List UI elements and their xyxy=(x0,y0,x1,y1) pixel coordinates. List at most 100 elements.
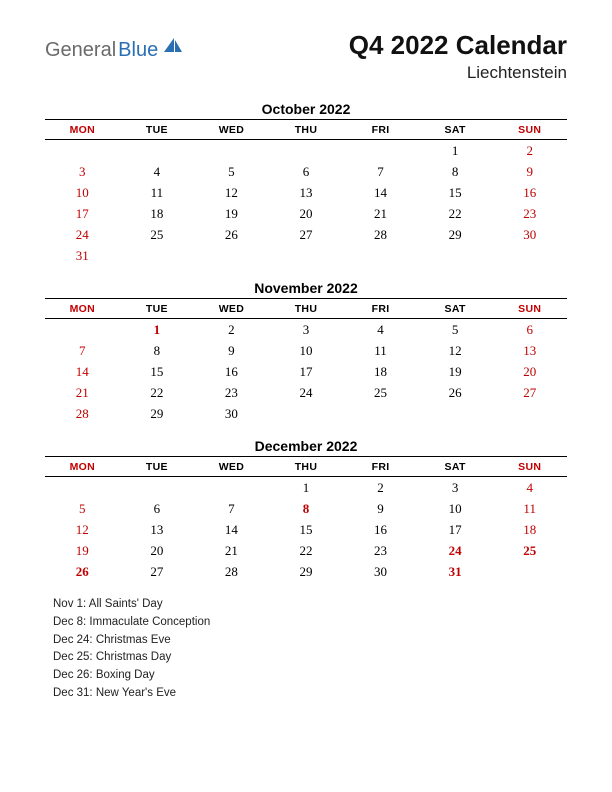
calendar-cell: 19 xyxy=(45,540,120,561)
calendar-cell: 22 xyxy=(418,203,493,224)
calendar-cell: 29 xyxy=(120,403,195,424)
calendar-cell: 8 xyxy=(120,340,195,361)
calendar-row: 12 xyxy=(45,140,567,162)
day-header: TUE xyxy=(120,120,195,140)
calendar-cell: 23 xyxy=(492,203,567,224)
calendar-row: 78910111213 xyxy=(45,340,567,361)
calendar-cell xyxy=(492,403,567,424)
logo-text-general: General xyxy=(45,39,116,62)
calendar-cell: 17 xyxy=(45,203,120,224)
calendar-cell: 13 xyxy=(492,340,567,361)
calendar-row: 21222324252627 xyxy=(45,382,567,403)
calendar-cell: 23 xyxy=(343,540,418,561)
holiday-item: Dec 8: Immaculate Conception xyxy=(53,614,567,632)
calendar-cell: 29 xyxy=(269,561,344,582)
calendar-cell: 6 xyxy=(269,161,344,182)
calendar-row: 262728293031 xyxy=(45,561,567,582)
day-header: MON xyxy=(45,120,120,140)
calendar-cell: 25 xyxy=(343,382,418,403)
header: General Blue Q4 2022 Calendar Liechtenst… xyxy=(45,30,567,83)
calendar-cell: 6 xyxy=(120,498,195,519)
day-header: WED xyxy=(194,120,269,140)
calendar-cell xyxy=(343,403,418,424)
calendar-cell: 24 xyxy=(45,224,120,245)
calendar-cell: 16 xyxy=(343,519,418,540)
calendar-cell xyxy=(194,477,269,499)
calendar-cell: 24 xyxy=(418,540,493,561)
calendar-row: 24252627282930 xyxy=(45,224,567,245)
calendar-row: 12131415161718 xyxy=(45,519,567,540)
calendar-cell: 21 xyxy=(343,203,418,224)
day-header: THU xyxy=(269,457,344,477)
calendar-cell: 22 xyxy=(120,382,195,403)
calendar-cell: 30 xyxy=(343,561,418,582)
calendar-cell: 10 xyxy=(45,182,120,203)
calendar-cell: 15 xyxy=(418,182,493,203)
calendar-row: 17181920212223 xyxy=(45,203,567,224)
calendar-cell: 23 xyxy=(194,382,269,403)
calendar-cell: 26 xyxy=(194,224,269,245)
calendar-cell xyxy=(120,245,195,266)
calendar-cell: 9 xyxy=(492,161,567,182)
calendar-cell: 11 xyxy=(492,498,567,519)
calendar-cell: 15 xyxy=(269,519,344,540)
calendar-cell: 25 xyxy=(492,540,567,561)
calendar-cell: 16 xyxy=(492,182,567,203)
calendar-cell: 6 xyxy=(492,319,567,341)
day-header: WED xyxy=(194,299,269,319)
holiday-item: Nov 1: All Saints' Day xyxy=(53,596,567,614)
day-header: THU xyxy=(269,120,344,140)
calendar-cell: 28 xyxy=(45,403,120,424)
calendar-cell xyxy=(492,245,567,266)
calendar-cell: 8 xyxy=(269,498,344,519)
calendar-cell: 24 xyxy=(269,382,344,403)
calendar-cell: 13 xyxy=(269,182,344,203)
month-title: October 2022 xyxy=(45,101,567,117)
calendar-cell xyxy=(45,140,120,162)
calendar-cell: 5 xyxy=(418,319,493,341)
calendar-cell: 15 xyxy=(120,361,195,382)
calendar-cell: 2 xyxy=(343,477,418,499)
calendar-cell: 3 xyxy=(269,319,344,341)
calendar-cell xyxy=(120,140,195,162)
calendar-table: MONTUEWEDTHUFRISATSUN1234567891011121314… xyxy=(45,298,567,424)
calendar-cell xyxy=(194,140,269,162)
calendar-cell: 21 xyxy=(194,540,269,561)
calendar-cell: 2 xyxy=(194,319,269,341)
calendar-cell: 27 xyxy=(120,561,195,582)
calendar-cell: 4 xyxy=(120,161,195,182)
calendar-cell xyxy=(418,403,493,424)
calendar-cell: 28 xyxy=(343,224,418,245)
day-header: SUN xyxy=(492,120,567,140)
day-header: SUN xyxy=(492,457,567,477)
calendar-row: 19202122232425 xyxy=(45,540,567,561)
calendar-cell: 28 xyxy=(194,561,269,582)
calendar-cell: 20 xyxy=(492,361,567,382)
calendar-cell: 10 xyxy=(418,498,493,519)
day-header: FRI xyxy=(343,299,418,319)
day-header: MON xyxy=(45,299,120,319)
calendar-cell: 7 xyxy=(343,161,418,182)
calendar-cell: 30 xyxy=(492,224,567,245)
calendar-cell: 13 xyxy=(120,519,195,540)
calendar-cell: 20 xyxy=(120,540,195,561)
calendar-cell xyxy=(269,403,344,424)
calendar-cell: 18 xyxy=(120,203,195,224)
calendar-cell xyxy=(194,245,269,266)
day-header: FRI xyxy=(343,120,418,140)
month-block: October 2022MONTUEWEDTHUFRISATSUN1234567… xyxy=(45,101,567,266)
calendar-row: 567891011 xyxy=(45,498,567,519)
calendar-row: 123456 xyxy=(45,319,567,341)
day-header: SUN xyxy=(492,299,567,319)
holiday-item: Dec 24: Christmas Eve xyxy=(53,632,567,650)
calendar-cell xyxy=(45,477,120,499)
calendar-cell: 16 xyxy=(194,361,269,382)
calendar-cell: 25 xyxy=(120,224,195,245)
calendar-cell: 3 xyxy=(45,161,120,182)
day-header: FRI xyxy=(343,457,418,477)
calendar-cell: 2 xyxy=(492,140,567,162)
calendar-row: 31 xyxy=(45,245,567,266)
calendar-cell: 1 xyxy=(120,319,195,341)
calendar-row: 282930 xyxy=(45,403,567,424)
calendar-cell xyxy=(343,245,418,266)
